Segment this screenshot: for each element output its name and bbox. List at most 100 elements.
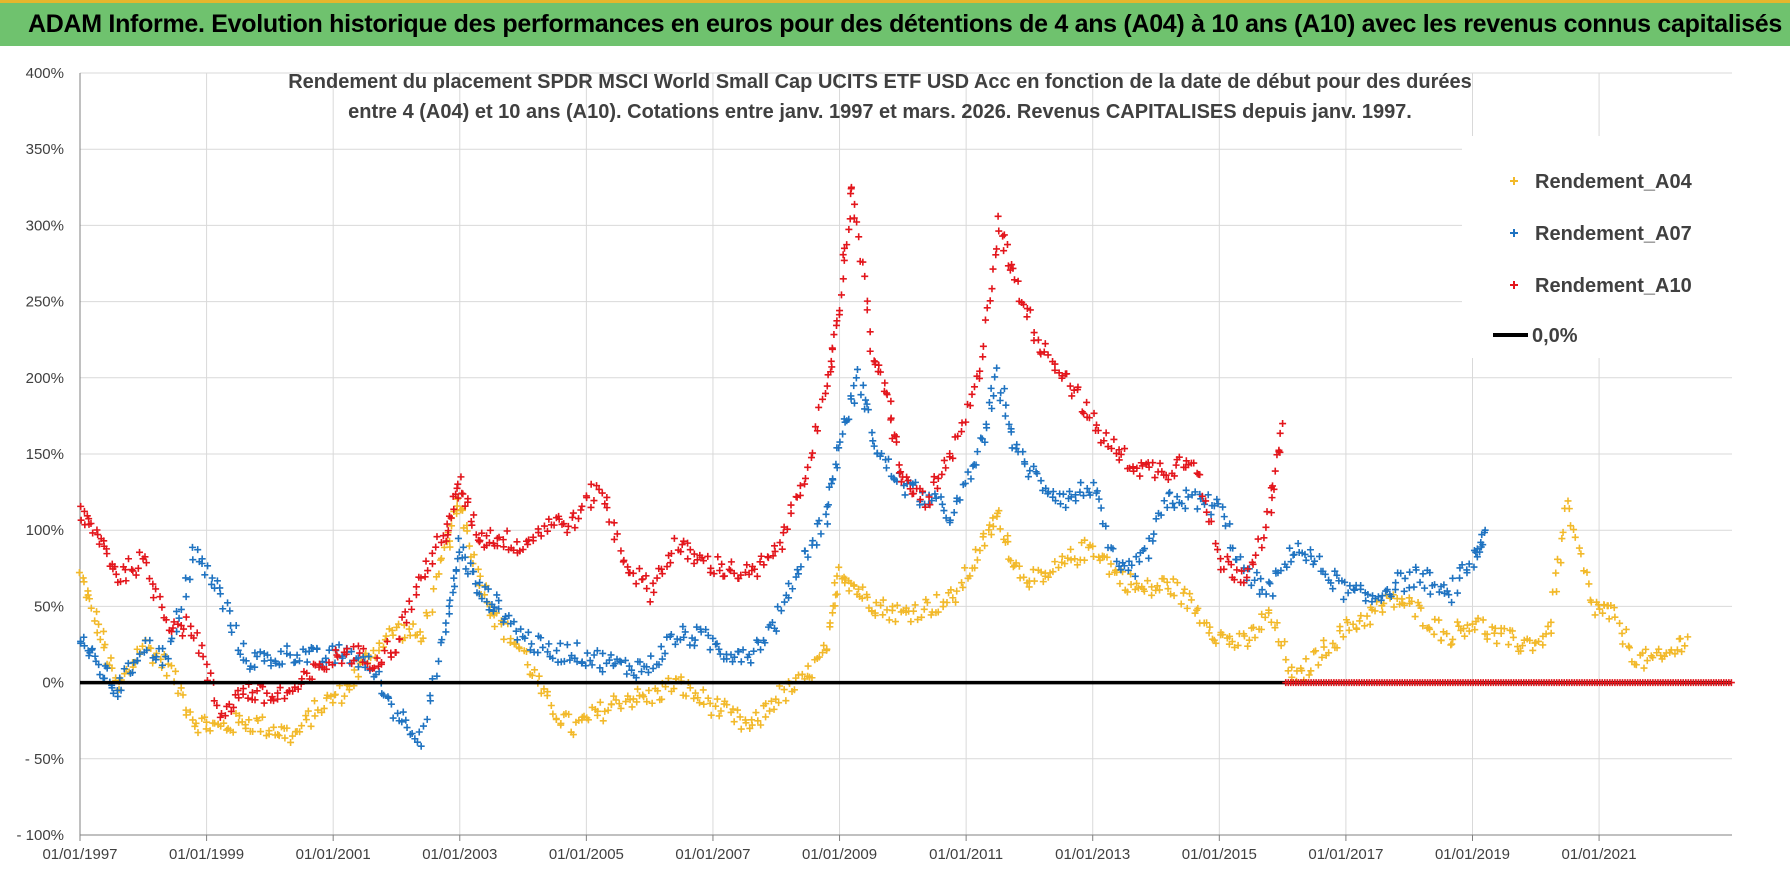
data-point xyxy=(133,657,141,665)
data-point xyxy=(845,225,853,233)
data-point xyxy=(634,685,642,693)
data-point xyxy=(1279,420,1287,428)
data-point xyxy=(419,722,427,730)
data-point xyxy=(1181,585,1189,593)
data-point xyxy=(180,625,188,633)
data-point xyxy=(823,382,831,390)
data-point xyxy=(599,668,607,676)
data-point xyxy=(1277,567,1285,575)
data-point xyxy=(718,560,726,568)
data-point xyxy=(954,432,962,440)
data-point xyxy=(1221,522,1229,530)
data-point xyxy=(737,725,745,733)
data-point xyxy=(1138,462,1146,470)
data-point xyxy=(103,550,111,558)
x-tick-label: 01/01/1997 xyxy=(42,846,117,863)
data-point xyxy=(691,689,699,697)
data-point xyxy=(699,686,707,694)
data-point xyxy=(757,721,765,729)
data-point xyxy=(1453,589,1461,597)
legend-label: Rendement_A07 xyxy=(1535,223,1692,245)
data-point xyxy=(552,715,560,723)
data-point xyxy=(1254,535,1262,543)
data-point xyxy=(1678,648,1686,656)
data-point xyxy=(206,727,214,735)
data-point xyxy=(303,658,311,666)
data-point xyxy=(1275,638,1283,646)
data-point xyxy=(1167,590,1175,598)
data-point xyxy=(903,473,911,481)
data-point xyxy=(158,661,166,669)
data-point xyxy=(1459,625,1467,633)
data-point xyxy=(853,218,861,226)
data-point xyxy=(1638,649,1646,657)
data-point xyxy=(713,695,721,703)
data-point xyxy=(1269,592,1277,600)
data-point xyxy=(1207,517,1215,525)
data-point xyxy=(213,701,221,709)
y-tick-label: - 100% xyxy=(16,827,64,844)
data-point xyxy=(1619,640,1627,648)
data-point xyxy=(599,717,607,725)
data-point xyxy=(594,707,602,715)
data-point xyxy=(563,529,571,537)
report-banner: ADAM Informe. Evolution historique des p… xyxy=(0,0,1790,46)
data-point xyxy=(907,618,915,626)
data-point xyxy=(566,656,574,664)
data-point xyxy=(629,569,637,577)
data-point xyxy=(1145,554,1153,562)
data-point xyxy=(957,428,965,436)
data-point xyxy=(796,482,804,490)
data-point xyxy=(853,365,861,373)
data-point xyxy=(189,716,197,724)
data-point xyxy=(859,583,867,591)
data-point xyxy=(825,483,833,491)
data-point xyxy=(887,397,895,405)
data-point xyxy=(1671,650,1679,658)
data-point xyxy=(750,647,758,655)
y-tick-label: 150% xyxy=(26,446,64,463)
data-point xyxy=(768,618,776,626)
data-point xyxy=(583,494,591,502)
data-point xyxy=(871,611,879,619)
data-point xyxy=(716,650,724,658)
data-point xyxy=(716,567,724,575)
data-point xyxy=(1307,552,1315,560)
data-point xyxy=(1649,654,1657,662)
data-point xyxy=(1133,579,1141,587)
legend-box xyxy=(1462,136,1732,358)
data-point xyxy=(446,596,454,604)
data-point xyxy=(813,427,821,435)
data-point xyxy=(1400,601,1408,609)
data-point xyxy=(1105,570,1113,578)
data-point xyxy=(251,663,259,671)
data-point xyxy=(1287,558,1295,566)
data-point xyxy=(354,663,362,671)
data-point xyxy=(1190,459,1198,467)
data-point xyxy=(236,650,244,658)
data-point xyxy=(80,507,88,515)
data-point xyxy=(909,490,917,498)
y-tick-label: 100% xyxy=(26,522,64,539)
data-point xyxy=(770,705,778,713)
data-point xyxy=(777,607,785,615)
data-point xyxy=(850,382,858,390)
data-point xyxy=(1051,497,1059,505)
data-point xyxy=(109,689,117,697)
data-point xyxy=(1583,568,1591,576)
data-point xyxy=(201,571,209,579)
data-point xyxy=(1382,587,1390,595)
data-point xyxy=(1377,596,1385,604)
data-point xyxy=(138,642,146,650)
data-point xyxy=(1611,613,1619,621)
data-point xyxy=(241,721,249,729)
data-point xyxy=(1455,622,1463,630)
data-point xyxy=(780,686,788,694)
data-point xyxy=(1557,559,1565,567)
data-point xyxy=(624,692,632,700)
data-point xyxy=(586,657,594,665)
data-point xyxy=(1205,629,1213,637)
data-point xyxy=(801,480,809,488)
data-point xyxy=(1085,414,1093,422)
data-point xyxy=(1135,558,1143,566)
